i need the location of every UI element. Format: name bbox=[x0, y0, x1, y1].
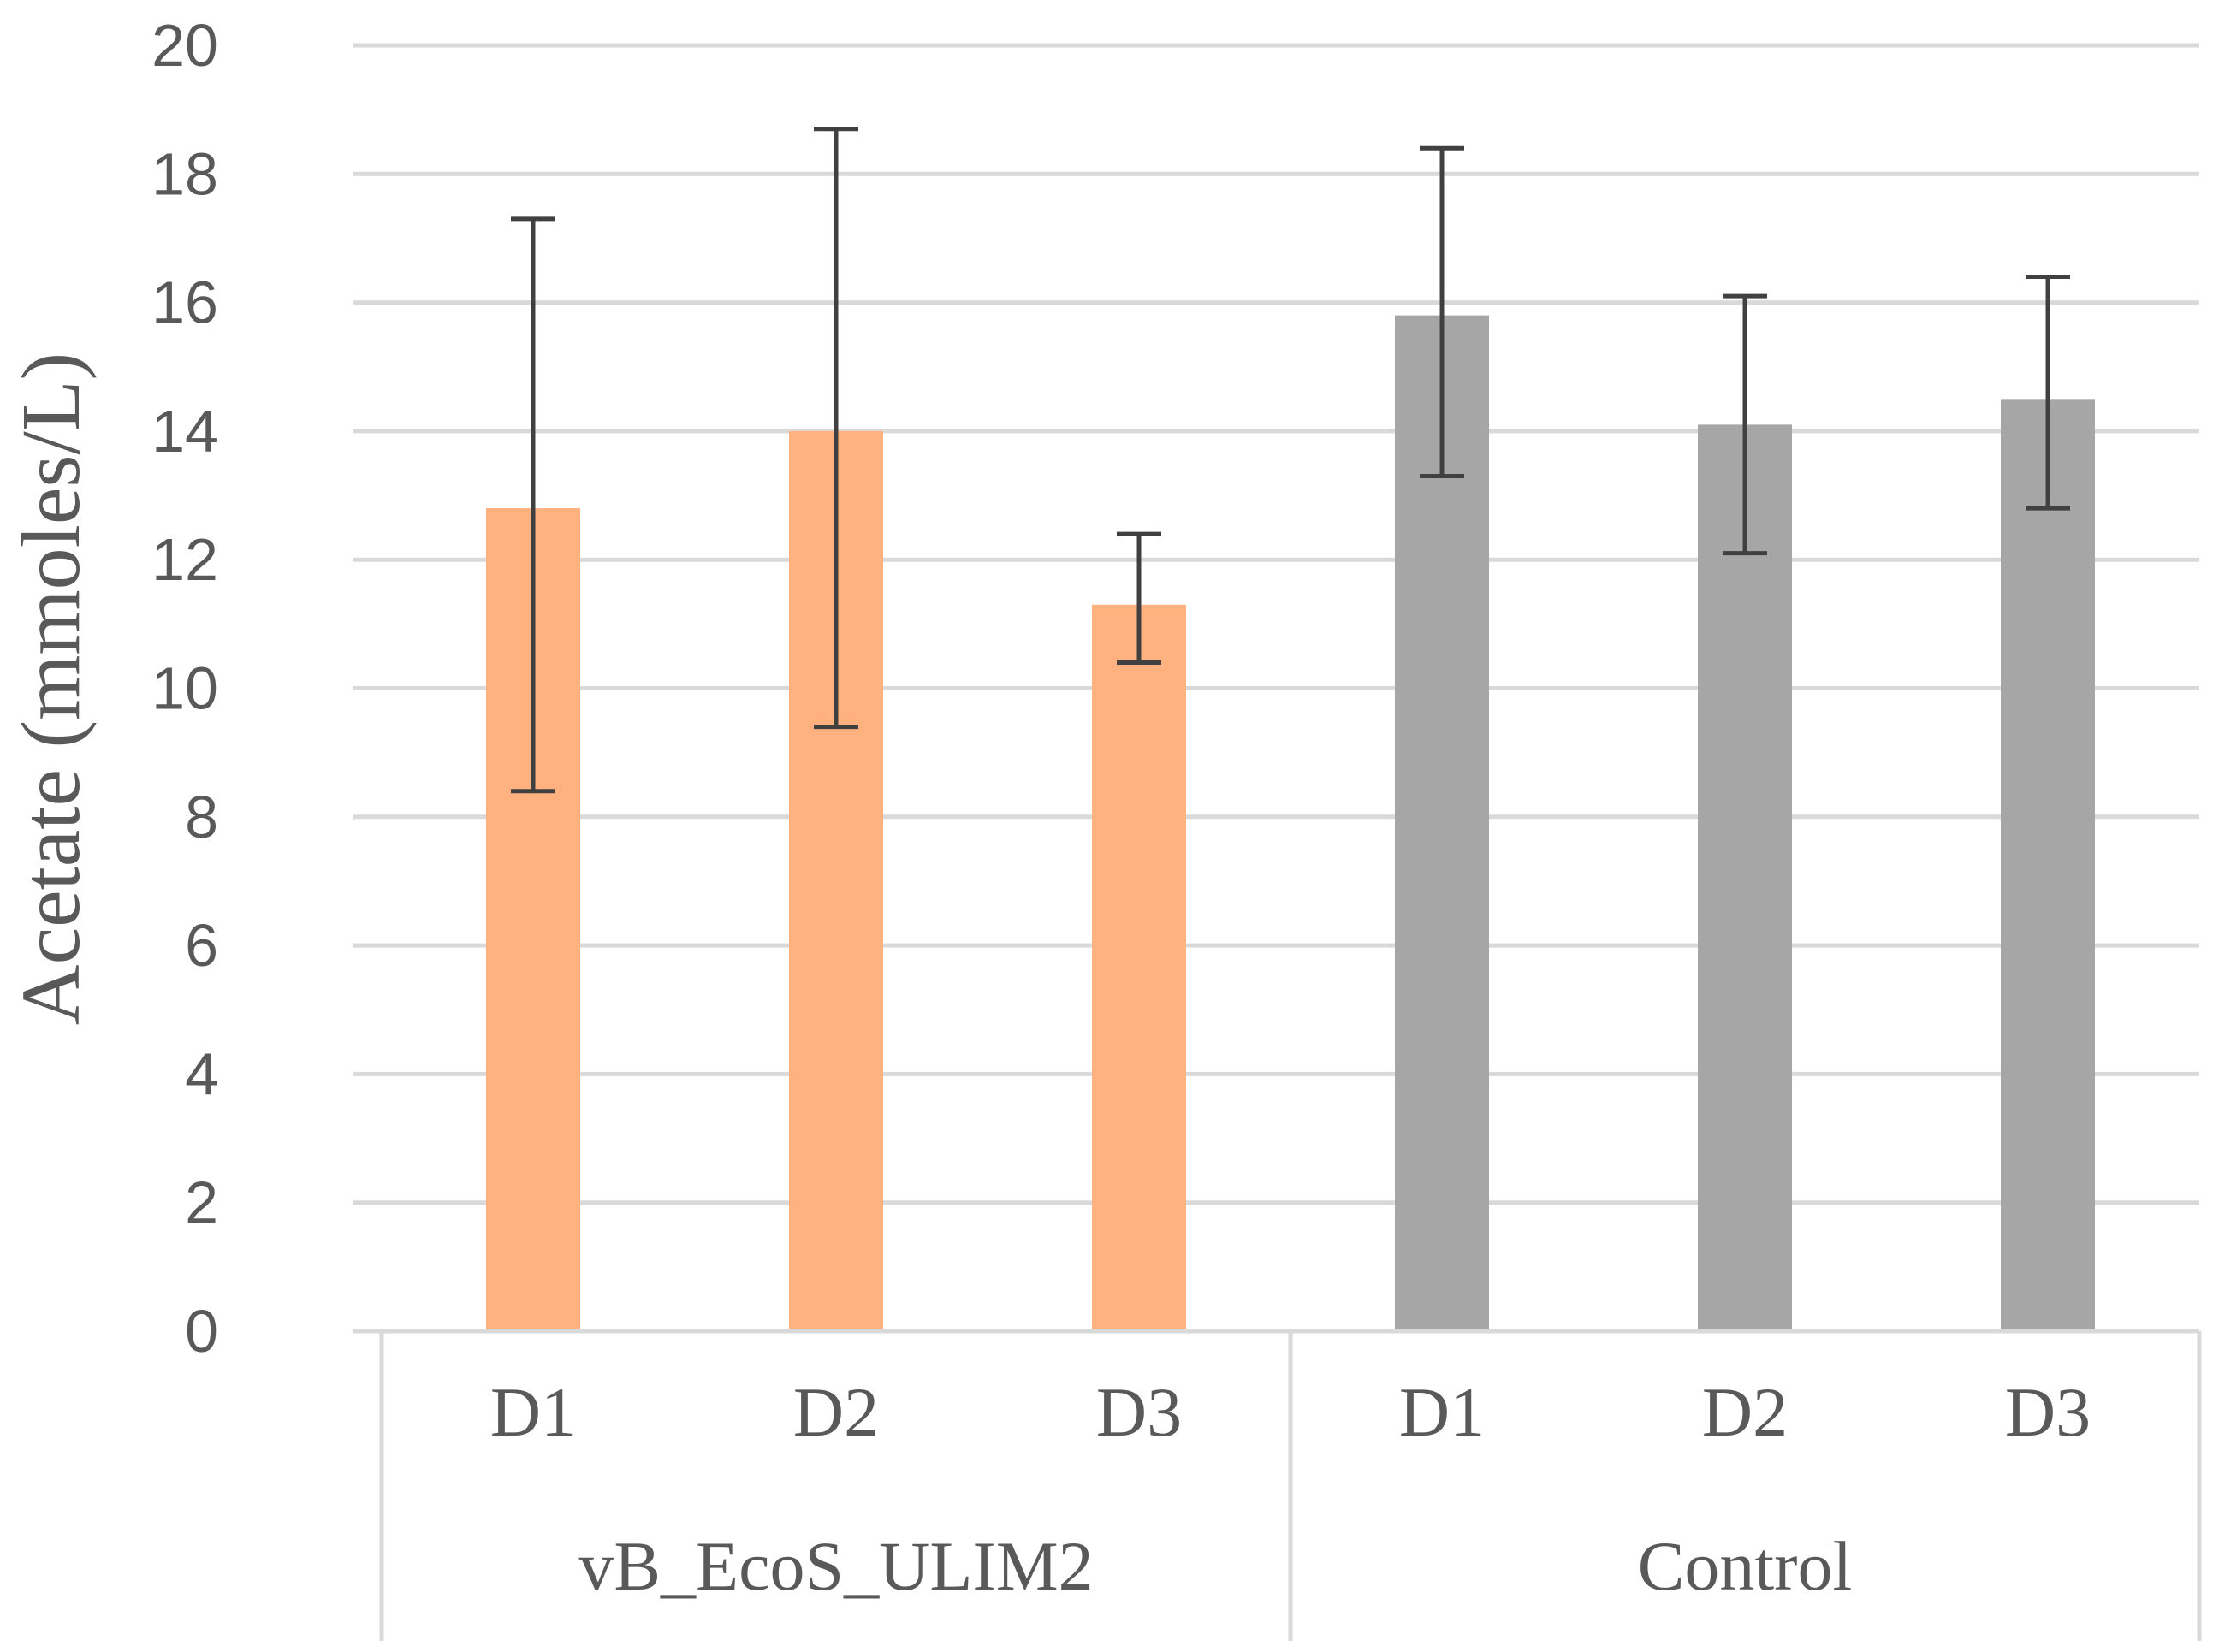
x-category-label: D3 bbox=[2005, 1373, 2091, 1451]
bar bbox=[1395, 315, 1489, 1331]
x-category-label: D3 bbox=[1096, 1373, 1182, 1451]
error-bars bbox=[511, 127, 2070, 794]
x-category-label: D2 bbox=[1702, 1373, 1788, 1451]
x-category-label: D2 bbox=[793, 1373, 879, 1451]
y-tick-label: 8 bbox=[185, 784, 218, 850]
x-category-label: D1 bbox=[490, 1373, 576, 1451]
y-axis-title: Acetate (mmoles/L) bbox=[5, 352, 98, 1025]
y-tick-label: 2 bbox=[185, 1169, 218, 1236]
y-tick-label: 14 bbox=[151, 398, 218, 465]
bar bbox=[2001, 399, 2095, 1332]
x-group-label: vB_EcoS_ULIM2 bbox=[578, 1527, 1093, 1605]
x-category-label: D1 bbox=[1399, 1373, 1485, 1451]
y-tick-label: 0 bbox=[185, 1298, 218, 1365]
y-tick-label: 20 bbox=[151, 12, 218, 79]
y-tick-label: 10 bbox=[151, 655, 218, 722]
x-group-label: Control bbox=[1638, 1527, 1853, 1605]
y-tick-label: 4 bbox=[185, 1040, 218, 1107]
bars bbox=[486, 315, 2095, 1332]
y-tick-label: 12 bbox=[151, 526, 218, 593]
bar bbox=[1092, 604, 1186, 1331]
bar bbox=[1698, 424, 1792, 1331]
gridlines bbox=[353, 43, 2199, 1205]
y-tick-label: 16 bbox=[151, 269, 218, 336]
y-tick-label: 6 bbox=[185, 912, 218, 979]
y-tick-label: 18 bbox=[151, 140, 218, 207]
